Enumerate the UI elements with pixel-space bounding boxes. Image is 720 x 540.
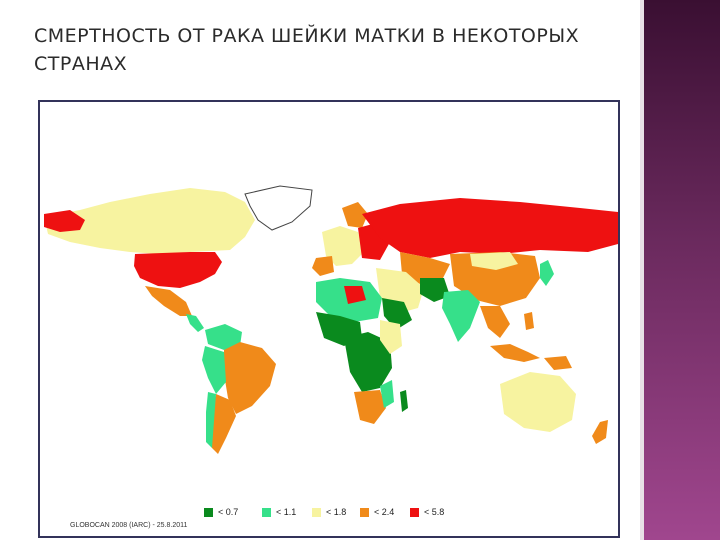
slide-title: СМЕРТНОСТЬ ОТ РАКА ШЕЙКИ МАТКИ В НЕКОТОР…: [34, 25, 580, 75]
region-australia: [500, 372, 576, 432]
region-usa: [134, 252, 222, 288]
decorative-side-band: [640, 0, 720, 540]
world-map-frame: < 0.7 < 1.1 < 1.8 < 2.4 < 5.8 GLOBOCAN 2…: [38, 100, 620, 538]
region-southeast-asia: [480, 306, 510, 338]
region-southern-africa: [354, 390, 386, 424]
legend-swatch: [312, 508, 321, 517]
region-mexico: [145, 286, 192, 316]
region-russia: [362, 198, 618, 258]
region-india: [442, 290, 480, 342]
region-papua: [544, 356, 572, 370]
region-central-africa: [344, 332, 392, 392]
region-indonesia: [490, 344, 540, 362]
region-argentina-chile: [212, 394, 236, 454]
region-new-zealand: [592, 420, 608, 444]
legend-swatch: [204, 508, 213, 517]
region-japan-korea: [540, 260, 554, 286]
region-central-america: [186, 314, 204, 332]
region-brazil: [224, 342, 276, 414]
legend-swatch: [262, 508, 271, 517]
region-canada-alaska: [44, 188, 255, 254]
legend-swatch: [410, 508, 419, 517]
region-alaska: [44, 210, 85, 232]
band-stripe: [640, 0, 644, 540]
region-madagascar: [400, 390, 408, 412]
region-chile-strip: [206, 392, 216, 448]
legend-label: < 1.8: [326, 507, 347, 517]
region-libya: [344, 286, 366, 304]
region-colombia-venezuela: [205, 324, 242, 350]
region-east-africa: [380, 320, 402, 354]
region-iberia: [312, 256, 334, 276]
region-mozambique: [380, 380, 394, 408]
legend-label: < 5.8: [424, 507, 445, 517]
region-greenland: [244, 185, 313, 231]
region-peru-bolivia: [202, 346, 226, 394]
legend-label: < 1.1: [276, 507, 297, 517]
region-scandinavia: [342, 202, 368, 228]
region-central-asia: [400, 252, 450, 284]
legend-swatch: [360, 508, 369, 517]
region-iran-afghanistan: [420, 278, 450, 302]
legend-label: < 0.7: [218, 507, 239, 517]
region-mongolia: [470, 252, 518, 270]
legend-label: < 2.4: [374, 507, 395, 517]
world-map: [44, 185, 618, 454]
region-western-europe: [322, 226, 364, 266]
source-note: GLOBOCAN 2008 (IARC) - 25.8.2011: [70, 522, 188, 529]
region-philippines: [524, 312, 534, 330]
